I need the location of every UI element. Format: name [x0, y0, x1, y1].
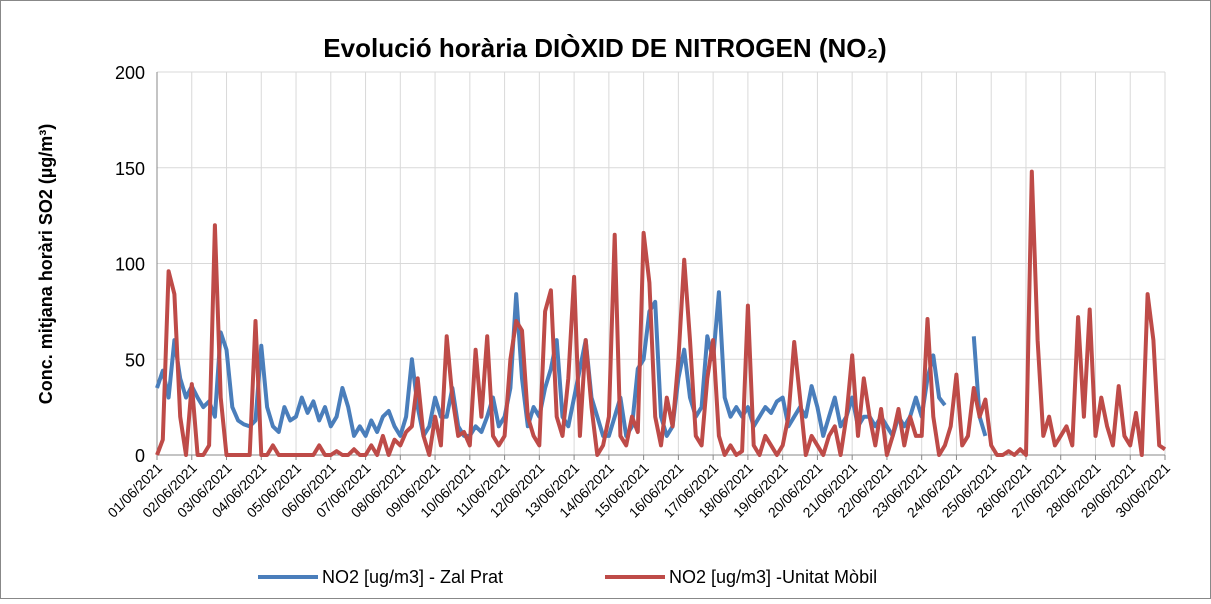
series-line	[155, 169, 1167, 457]
y-tick-label: 200	[115, 63, 145, 83]
chart-title: Evolució horària DIÒXID DE NITROGEN (NO₂…	[323, 33, 886, 63]
y-tick-label: 150	[115, 159, 145, 179]
legend-label: NO2 [ug/m3] -Unitat Mòbil	[669, 567, 877, 587]
y-axis-label: Conc. mitjana horàri SO2 (µg/m³)	[36, 124, 56, 404]
y-tick-label: 0	[135, 446, 145, 466]
legend-label: NO2 [ug/m3] - Zal Prat	[322, 567, 503, 587]
y-tick-label: 50	[125, 350, 145, 370]
y-tick-label: 100	[115, 255, 145, 275]
